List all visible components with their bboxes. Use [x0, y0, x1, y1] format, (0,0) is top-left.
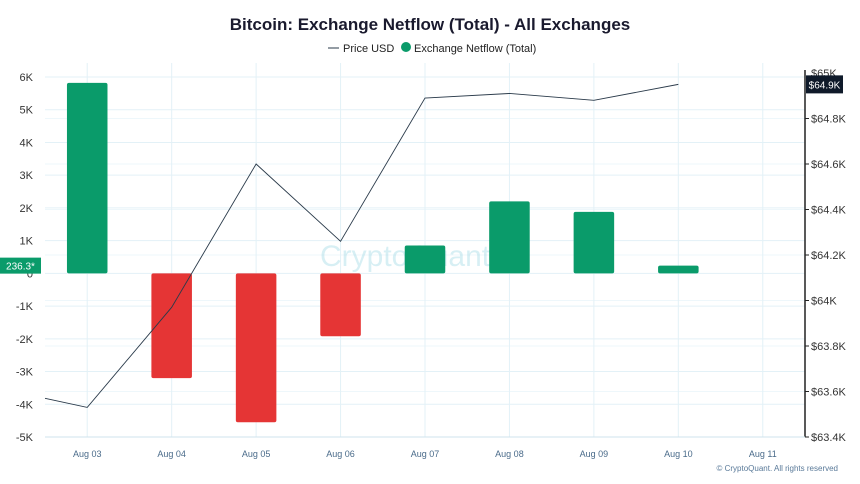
- legend-label-netflow: Exchange Netflow (Total): [414, 43, 536, 55]
- y-left-tick-label: 6K: [20, 72, 34, 84]
- y-left-tick-label: -3K: [16, 367, 34, 379]
- netflow-bar[interactable]: [151, 273, 192, 379]
- legend-dot-swatch: [401, 42, 411, 52]
- y-right-tick-label: $64.6K: [811, 159, 847, 171]
- credit-text: © CryptoQuant. All rights reserved: [717, 464, 839, 473]
- x-tick-label: Aug 06: [326, 449, 355, 459]
- x-tick-label: Aug 09: [580, 449, 609, 459]
- value-badges: 236.3* $64.9K: [0, 75, 843, 274]
- y-right-tick-label: $63.6K: [811, 387, 847, 399]
- price-line[interactable]: [44, 83, 679, 408]
- x-tick-label: Aug 08: [495, 449, 524, 459]
- netflow-bar[interactable]: [66, 82, 108, 274]
- netflow-bar[interactable]: [658, 265, 699, 274]
- price-value-badge-text: $64.9K: [809, 80, 841, 91]
- x-tick-label: Aug 05: [242, 449, 271, 459]
- x-tick-label: Aug 11: [749, 449, 777, 459]
- x-tick-label: Aug 10: [664, 449, 693, 459]
- netflow-bar[interactable]: [235, 273, 277, 423]
- x-tick-label: Aug 03: [73, 449, 102, 459]
- y-right-tick-label: $64.8K: [811, 114, 847, 126]
- y-right-tick-label: $64.2K: [811, 250, 847, 262]
- x-tick-label: Aug 04: [157, 449, 186, 459]
- y-left-tick-label: -2K: [16, 334, 34, 346]
- y-left-tick-label: 4K: [20, 137, 34, 149]
- netflow-value-badge-text: 236.3*: [6, 262, 35, 273]
- netflow-bar[interactable]: [573, 211, 615, 274]
- y-left-tick-label: 5K: [20, 105, 34, 117]
- x-tick-label: Aug 07: [411, 449, 440, 459]
- y-left-tick-label: 1K: [20, 236, 34, 248]
- y-left-tick-label: -5K: [16, 432, 34, 444]
- y-left-tick-label: 2K: [20, 203, 34, 215]
- y-left-tick-label: 3K: [20, 170, 34, 182]
- y-left-tick-label: -4K: [16, 399, 34, 411]
- y-right-tick-label: $63.8K: [811, 341, 847, 353]
- y-right-tick-label: $64K: [811, 296, 837, 308]
- y-left-tick-label: 0: [27, 268, 33, 280]
- price-line-group: [44, 83, 679, 408]
- netflow-bar[interactable]: [489, 201, 530, 274]
- y-right-tick-label: $63.4K: [811, 432, 847, 444]
- legend[interactable]: Price USD Exchange Netflow (Total): [328, 42, 536, 55]
- price-value-badge: [806, 75, 843, 94]
- bars: [66, 82, 699, 423]
- y-right-tick-label: $64.4K: [811, 205, 847, 217]
- netflow-bar[interactable]: [404, 245, 446, 274]
- netflow-value-badge: [0, 257, 41, 274]
- chart-title: Bitcoin: Exchange Netflow (Total) - All …: [230, 15, 631, 34]
- netflow-bar[interactable]: [320, 273, 361, 337]
- legend-label-price: Price USD: [343, 43, 394, 55]
- y-left-tick-label: -1K: [16, 301, 34, 313]
